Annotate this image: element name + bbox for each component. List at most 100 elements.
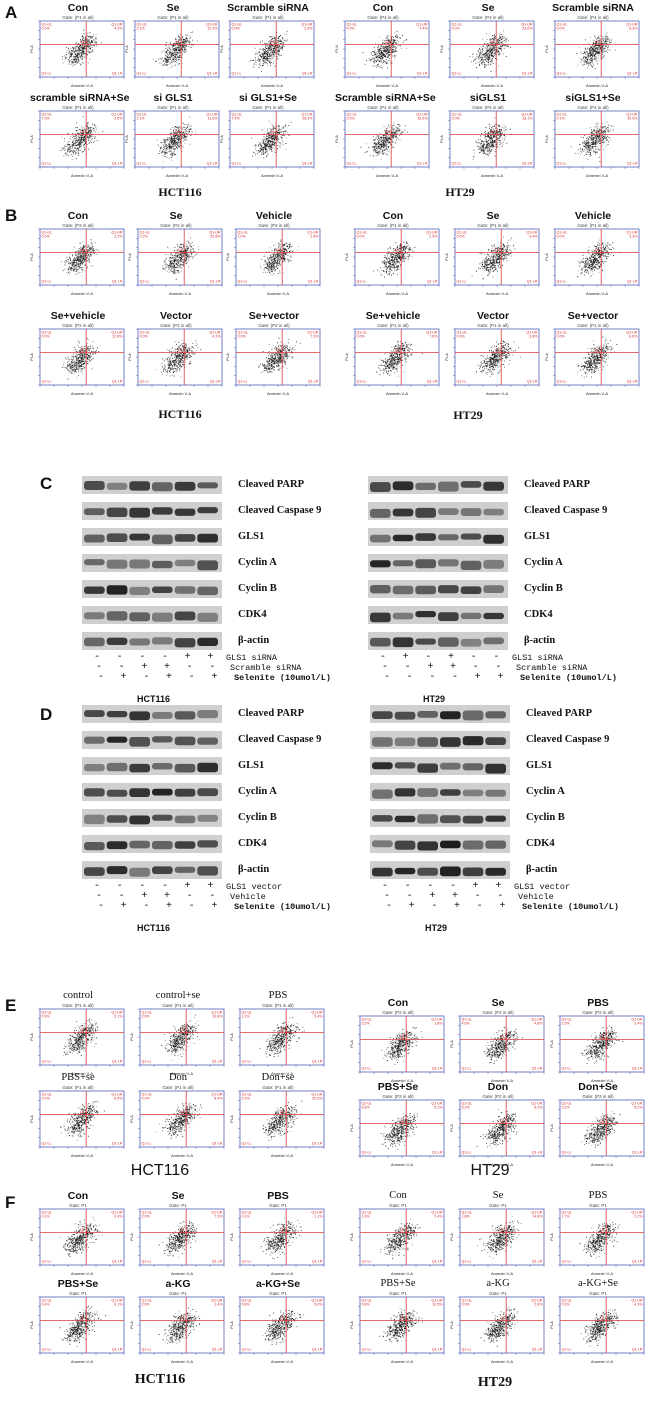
blot-band: [84, 710, 105, 717]
blot-band: [129, 559, 150, 569]
blot-band: [106, 789, 128, 797]
blot-strip: [370, 835, 510, 853]
y-axis-label: PI-A: [440, 135, 444, 143]
x-axis-label: Annexin V-A: [586, 291, 608, 296]
y-axis-label: PI-A: [335, 45, 339, 53]
quadrant-ul-name: Q1-UL: [357, 331, 368, 335]
quadrant-lr-name: Q1-LR: [427, 280, 438, 284]
quadrant-ul-name: Q1-UL: [362, 1211, 373, 1215]
condition-sign: -: [405, 891, 415, 902]
blot-band: [392, 508, 414, 517]
blot-band: [197, 788, 218, 797]
flow-plot-gate: Gate: P1: [230, 1203, 326, 1208]
flow-plot-gate: Gate: (P2 in all): [450, 1010, 546, 1015]
plot-frame: [359, 1208, 445, 1266]
flow-plot-gate: Gate: (P1 in all): [445, 223, 541, 228]
flow-plot-gate: Gate: (P1 in all): [30, 1085, 126, 1090]
x-axis-label: Annexin V-A: [71, 1153, 93, 1158]
blot-band: [129, 533, 150, 541]
y-axis-label: PI-A: [345, 253, 349, 261]
blot-band: [174, 788, 196, 797]
y-axis-label: PI-A: [350, 1124, 354, 1132]
quadrant-ll-name: Q1-LL: [42, 1260, 52, 1264]
quadrant-ur-value: 14.6%: [532, 1215, 543, 1219]
x-axis-label: Annexin V-A: [491, 1162, 513, 1167]
quadrant-ur-value: 8.2%: [634, 1106, 643, 1110]
quadrant-center-name: Q1: [80, 1110, 85, 1114]
quadrant-ur-name: Q1-UR: [431, 1211, 443, 1215]
quadrant-ur-name: Q1-UR: [206, 113, 218, 117]
quadrant-ul-name: Q1-UL: [557, 23, 568, 27]
flow-plot-gate: Gate: (P4 in all): [545, 105, 641, 110]
quadrant-ll-name: Q1-LL: [462, 1260, 472, 1264]
y-axis-label: PI-A: [230, 1233, 234, 1241]
condition-sign: -: [92, 881, 102, 892]
x-axis-label: Annexin V-A: [71, 291, 93, 296]
event-dots: [259, 1017, 305, 1058]
quadrant-center-name: Q1: [490, 40, 495, 44]
flow-plot-gate: Gate: (P1 in all): [130, 1003, 226, 1008]
y-axis-label: PI-A: [230, 1321, 234, 1329]
quadrant-ll-name: Q1-LL: [562, 1151, 572, 1155]
quadrant-ll-name: Q1-LL: [562, 1348, 572, 1352]
flow-plot-gate: Gate: P1: [130, 1291, 226, 1296]
quadrant-center-name: Q1: [80, 130, 85, 134]
condition-sign: -: [473, 891, 483, 902]
x-axis-label: Annexin V-A: [391, 1078, 413, 1083]
quadrant-ur-value: 8.5%: [114, 1097, 123, 1101]
quadrant-center-name: Q1: [180, 1228, 185, 1232]
quadrant-ll-name: Q1-LL: [557, 72, 567, 76]
condition-sign: -: [187, 672, 197, 683]
quadrant-center-name: Q1: [276, 248, 281, 252]
y-axis-label: PI-A: [230, 1115, 234, 1123]
quadrant-lr-name: Q1-LR: [627, 72, 638, 76]
blot-band: [483, 612, 504, 620]
condition-sign: +: [164, 672, 174, 683]
quadrant-lr-name: Q1-LR: [207, 162, 218, 166]
x-axis-label: Annexin V-A: [271, 1359, 293, 1364]
quadrant-ll-name: Q1-LL: [462, 1067, 472, 1071]
blot-band: [372, 815, 393, 822]
quadrant-ll-name: Q1-LL: [357, 380, 367, 384]
y-axis-label: PI-A: [128, 353, 132, 361]
condition-sign: +: [209, 901, 219, 912]
x-axis-label: Annexin V-A: [271, 1153, 293, 1158]
blot-band: [392, 585, 414, 595]
blot-band: [438, 559, 459, 567]
quadrant-ul-name: Q1-UL: [562, 1211, 573, 1215]
quadrant-ul-value: 2.0%: [142, 1215, 151, 1219]
quadrant-lr-name: Q1-LR: [432, 1067, 443, 1071]
blot-band: [440, 866, 461, 877]
condition-sign: +: [471, 881, 481, 892]
condition-label: Scramble siRNA: [516, 663, 587, 673]
blot-band: [197, 586, 218, 596]
protein-label: β-actin: [238, 635, 269, 646]
flow-plot-gate: Gate: P1: [550, 1291, 646, 1296]
quadrant-ur-value: 7.3%: [214, 1215, 223, 1219]
quadrant-ll-name: Q1-LL: [238, 380, 248, 384]
blot-band: [394, 762, 416, 769]
event-dots: [155, 339, 202, 377]
quadrant-ul-value: 7.4%: [232, 117, 241, 121]
flow-plot-title: PBS: [550, 997, 646, 1009]
blot-band: [440, 711, 461, 720]
condition-sign: +: [162, 662, 172, 673]
quadrant-ur-value: 1.4%: [214, 1303, 223, 1307]
quadrant-ul-value: 0.0%: [457, 335, 466, 339]
flow-scatter-svg: PI-A Annexin V-A Q1-UL2.0% Q1-UR8.5% Q1-LL Q1…: [30, 1090, 125, 1158]
panel-b-hct116-label: HCT116: [120, 407, 240, 422]
y-axis-label: PI-A: [130, 1233, 134, 1241]
quadrant-ur-name: Q1-UR: [626, 231, 638, 235]
event-dots: [258, 337, 301, 373]
blot-band: [84, 764, 105, 772]
quadrant-ll-name: Q1-LL: [238, 280, 248, 284]
x-axis-label: Annexin V-A: [271, 1271, 293, 1276]
quadrant-ul-value: 0.0%: [140, 335, 149, 339]
blot-band: [485, 737, 506, 745]
quadrant-ul-name: Q1-UL: [462, 1102, 473, 1106]
quadrant-ur-value: 2.4%: [434, 1215, 443, 1219]
plot-frame: [229, 20, 315, 78]
quadrant-ur-name: Q1-UR: [531, 1211, 543, 1215]
